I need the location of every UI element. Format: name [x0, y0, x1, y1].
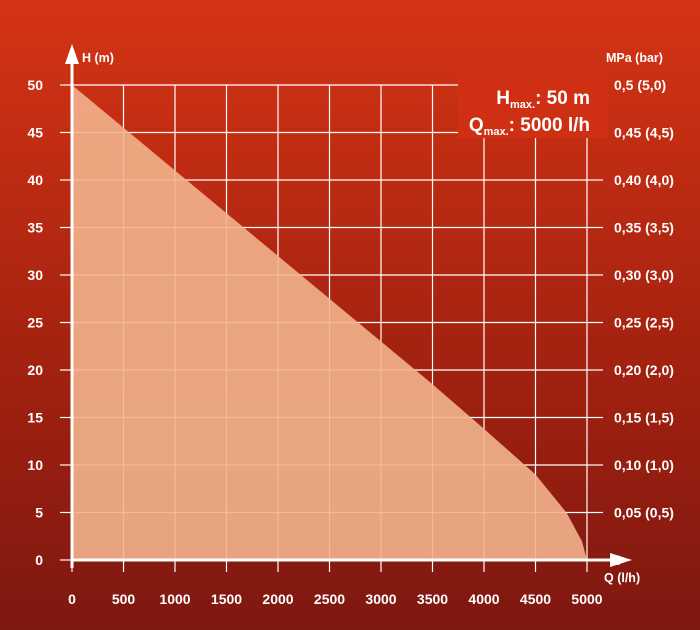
x-tick-label: 3000	[365, 591, 396, 607]
right-tick-label: 0,20 (2,0)	[614, 362, 674, 378]
right-tick-label: 0,15 (1,5)	[614, 410, 674, 426]
x-tick-label: 1000	[159, 591, 190, 607]
right-tick-label: 0,5 (5,0)	[614, 77, 666, 93]
y-tick-label: 35	[27, 220, 43, 236]
hmax-sub: max.	[510, 99, 535, 111]
bottom-axis-ticks: 0 500 1000 1500 2000 2500 3000 3500 4000 4500 5000	[68, 560, 603, 607]
x-tick-label: 2500	[314, 591, 345, 607]
y-tick-label: 40	[27, 172, 43, 188]
right-tick-label: 0,10 (1,0)	[614, 457, 674, 473]
qmax-label: Qmax.: 5000 l/h	[469, 115, 590, 138]
qmax-main: Q	[469, 115, 484, 136]
right-tick-label: 0,45 (4,5)	[614, 125, 674, 141]
qmax-value: : 5000 l/h	[509, 115, 590, 136]
y-tick-label: 10	[27, 457, 43, 473]
right-tick-label: 0,35 (3,5)	[614, 220, 674, 236]
y-tick-label: 0	[35, 552, 43, 568]
y-tick-label: 30	[27, 267, 43, 283]
y-tick-label: 45	[27, 125, 43, 141]
axes	[65, 44, 632, 568]
right-tick-label: 0,30 (3,0)	[614, 267, 674, 283]
right-tick-label: 0	[614, 552, 622, 568]
x-tick-label: 2000	[262, 591, 293, 607]
performance-curve-area	[72, 85, 587, 560]
x-tick-label: 4500	[520, 591, 551, 607]
annotation-background	[458, 78, 608, 138]
hmax-main: H	[496, 88, 510, 109]
hmax-annotation: Hmax.: 50 m Qmax.: 5000 l/h	[458, 78, 608, 138]
x-axis-arrow	[610, 553, 632, 567]
y-tick-label: 15	[27, 410, 43, 426]
y-axis-arrow	[65, 44, 79, 64]
x-tick-label: 500	[112, 591, 136, 607]
x-tick-label: 4000	[468, 591, 499, 607]
right-axis-ticks: 0 0,05 (0,5) 0,10 (1,0) 0,15 (1,5) 0,20 (2,0…	[587, 77, 674, 568]
right-tick-label: 0,05 (0,5)	[614, 505, 674, 521]
y-axis-title: H (m)	[82, 51, 114, 65]
y-tick-label: 25	[27, 315, 43, 331]
right-tick-label: 0,25 (2,5)	[614, 315, 674, 331]
y-tick-label: 20	[27, 362, 43, 378]
y-tick-label: 5	[35, 505, 43, 521]
hmax-value: : 50 m	[535, 88, 590, 109]
right-axis-title: MPa (bar)	[606, 51, 663, 65]
x-tick-label: 3500	[417, 591, 448, 607]
x-tick-label: 5000	[571, 591, 602, 607]
left-axis-ticks: 0 5 10 15 20 25 30 35 40 45 50	[27, 77, 72, 568]
y-tick-label: 50	[27, 77, 43, 93]
x-tick-label: 1500	[211, 591, 242, 607]
right-tick-label: 0,40 (4,0)	[614, 172, 674, 188]
hmax-label: Hmax.: 50 m	[496, 88, 590, 111]
x-axis-title: Q (l/h)	[604, 571, 640, 585]
qmax-sub: max.	[484, 126, 509, 138]
x-tick-label: 0	[68, 591, 76, 607]
